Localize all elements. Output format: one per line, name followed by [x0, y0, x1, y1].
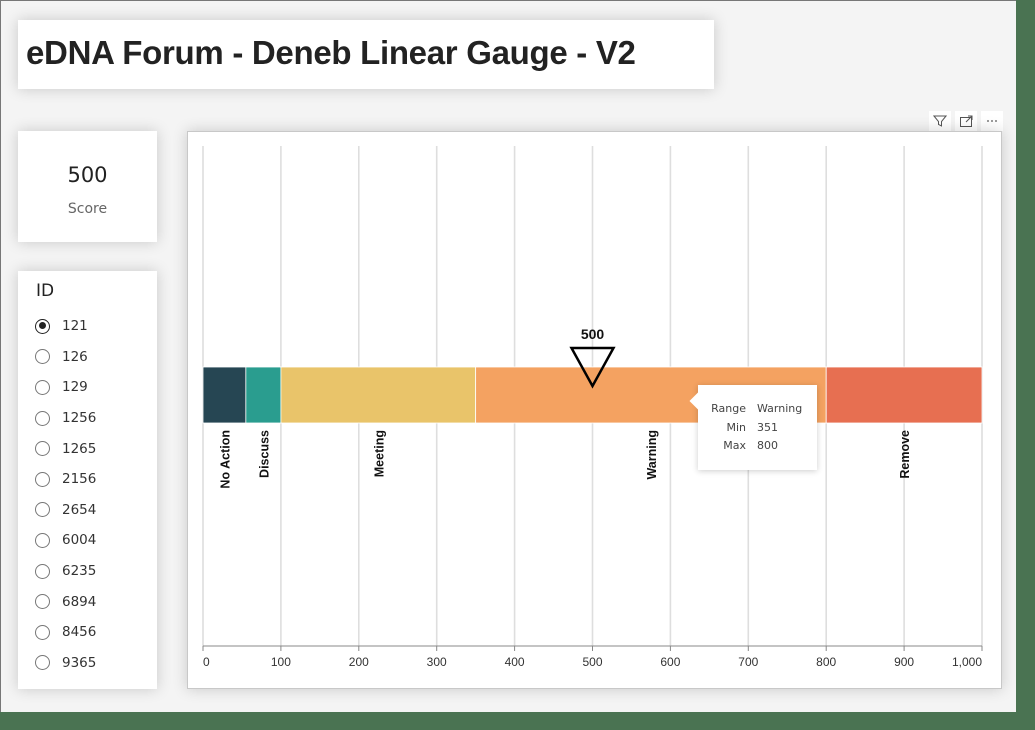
radio-unchecked-icon[interactable]	[35, 379, 50, 395]
tooltip-value: Warning	[757, 402, 803, 415]
radio-unchecked-icon[interactable]	[35, 441, 50, 457]
radio-unchecked-icon[interactable]	[35, 502, 50, 518]
marker-value-label: 500	[581, 326, 605, 342]
score-card[interactable]: 500 Score	[18, 131, 157, 242]
slicer-item-8456[interactable]: 8456	[35, 617, 96, 648]
slicer-item-label: 8456	[62, 624, 97, 641]
radio-unchecked-icon[interactable]	[35, 594, 50, 610]
axis-tick-label: 500	[582, 655, 602, 669]
focus-mode-button[interactable]	[955, 110, 977, 131]
filter-icon	[933, 115, 947, 127]
slicer-item-label: 2654	[62, 501, 97, 518]
slicer-item-label: 126	[62, 348, 88, 365]
slicer-item-2654[interactable]: 2654	[35, 495, 96, 526]
tooltip-key: Min	[726, 420, 746, 434]
axis-tick-label: 300	[427, 655, 447, 669]
slicer-item-1265[interactable]: 1265	[35, 433, 96, 464]
range-label: No Action	[218, 430, 232, 489]
visual-header	[925, 110, 1003, 131]
title-card: eDNA Forum - Deneb Linear Gauge - V2	[18, 20, 714, 89]
slicer-item-label: 9365	[62, 654, 97, 671]
tooltip-key: Range	[711, 402, 746, 415]
slicer-title: ID	[36, 281, 55, 301]
radio-unchecked-icon[interactable]	[35, 349, 50, 365]
slicer-item-label: 6235	[62, 563, 97, 580]
axis-tick-label: 1,000	[952, 655, 982, 669]
range-label: Remove	[898, 430, 912, 479]
range-bar-meeting[interactable]	[280, 366, 477, 424]
more-options-icon	[987, 119, 997, 122]
slicer-item-1256[interactable]: 1256	[35, 403, 96, 434]
slicer-item-6004[interactable]: 6004	[35, 525, 96, 556]
radio-checked-icon[interactable]	[35, 318, 50, 334]
axis-tick-label: 900	[894, 655, 914, 669]
score-value: 500	[67, 163, 108, 187]
slicer-list: 121 126 129 1256 1265 2156 2654 6004 6235 6894 845…	[35, 311, 96, 678]
axis-tick-label: 0	[203, 655, 210, 669]
range-label: Discuss	[257, 430, 271, 478]
slicer-item-label: 129	[62, 379, 88, 396]
slicer-item-label: 2156	[62, 471, 97, 488]
more-options-button[interactable]	[981, 110, 1003, 131]
tooltip-row-range: Range Warning	[698, 402, 817, 420]
slicer-item-label: 1256	[62, 410, 97, 427]
filter-button[interactable]	[929, 110, 951, 131]
range-bar-discuss[interactable]	[245, 366, 282, 424]
slicer-item-121[interactable]: 121	[35, 311, 96, 342]
slicer-item-label: 121	[62, 318, 88, 335]
tooltip-value: 351	[757, 420, 778, 434]
slicer-item-6235[interactable]: 6235	[35, 556, 96, 587]
slicer-item-129[interactable]: 129	[35, 372, 96, 403]
slicer-item-label: 1265	[62, 440, 97, 457]
tooltip-value: 800	[757, 439, 778, 452]
range-label: Meeting	[372, 430, 386, 477]
id-slicer: ID 121 126 129 1256 1265 2156 2654 6004 6235 6894…	[18, 271, 157, 689]
range-bar-remove[interactable]	[825, 366, 983, 424]
tooltip-key: Max	[723, 439, 746, 452]
slicer-item-2156[interactable]: 2156	[35, 464, 96, 495]
score-marker-triangle-icon[interactable]	[569, 346, 616, 389]
score-label: Score	[67, 201, 108, 217]
axis-tick-label: 400	[505, 655, 525, 669]
slicer-item-126[interactable]: 126	[35, 342, 96, 373]
axis-tick-label: 700	[738, 655, 758, 669]
radio-unchecked-icon[interactable]	[35, 471, 50, 487]
axis-tick-label: 100	[271, 655, 291, 669]
torn-edge-right	[1016, 0, 1035, 730]
range-bar-no-action[interactable]	[202, 366, 247, 424]
slicer-item-6894[interactable]: 6894	[35, 586, 96, 617]
range-tooltip: Range Warning Min 351 Max 800	[698, 385, 817, 470]
range-label: Warning	[645, 430, 659, 480]
radio-unchecked-icon[interactable]	[35, 624, 50, 640]
axis-tick-label: 600	[660, 655, 680, 669]
slicer-item-9365[interactable]: 9365	[35, 648, 96, 679]
axis-tick-label: 200	[349, 655, 369, 669]
radio-unchecked-icon[interactable]	[35, 655, 50, 671]
page-title: eDNA Forum - Deneb Linear Gauge - V2	[26, 34, 636, 71]
axis-tick-label: 800	[816, 655, 836, 669]
slicer-item-label: 6004	[62, 532, 97, 549]
tooltip-row-max: Max 800	[698, 439, 817, 457]
radio-unchecked-icon[interactable]	[35, 532, 50, 548]
focus-mode-icon	[960, 115, 973, 127]
radio-unchecked-icon[interactable]	[35, 563, 50, 579]
radio-unchecked-icon[interactable]	[35, 410, 50, 426]
slicer-item-label: 6894	[62, 593, 97, 610]
torn-edge-bottom	[0, 712, 1035, 730]
tooltip-row-min: Min 351	[698, 421, 817, 439]
